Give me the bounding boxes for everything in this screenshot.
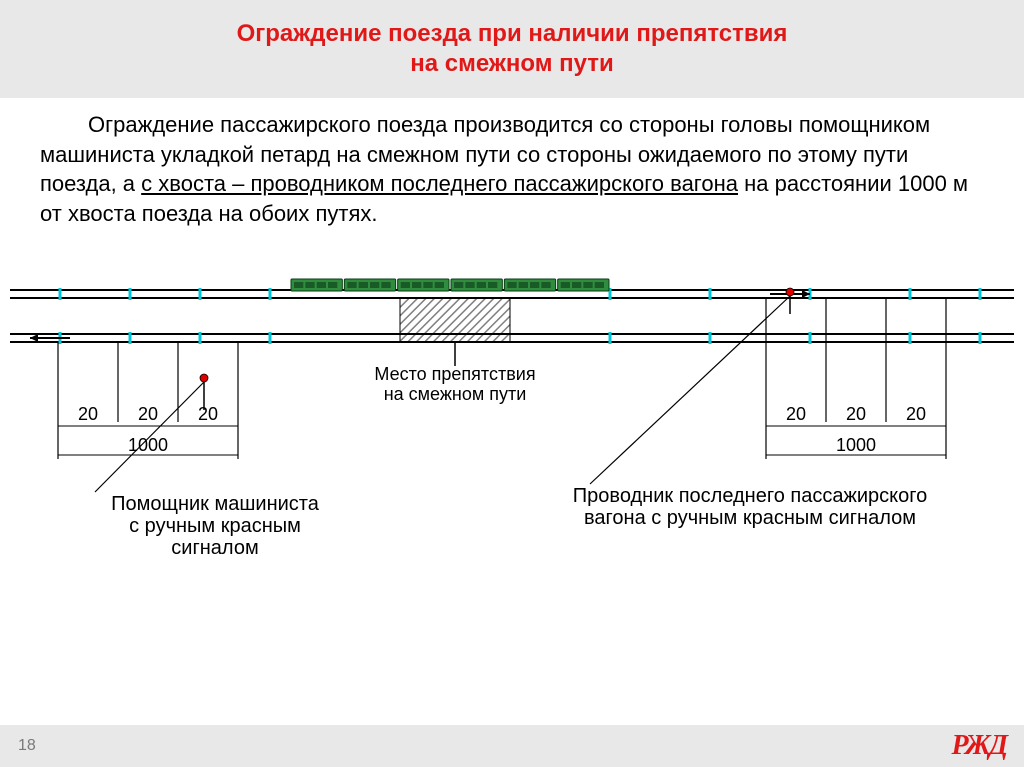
- svg-text:20: 20: [198, 404, 218, 424]
- svg-text:20: 20: [78, 404, 98, 424]
- svg-text:Место препятствия: Место препятствия: [374, 364, 535, 384]
- title-line-1: Ограждение поезда при наличии препятстви…: [237, 20, 788, 47]
- body-paragraph: Ограждение пассажирского поезда производ…: [40, 110, 984, 229]
- svg-text:на смежном пути: на смежном пути: [384, 384, 527, 404]
- svg-text:20: 20: [906, 404, 926, 424]
- title-line-2: на смежном пути: [410, 50, 614, 77]
- svg-text:Помощник машиниста: Помощник машиниста: [111, 493, 320, 515]
- svg-text:20: 20: [786, 404, 806, 424]
- footer: 18 РЖД: [0, 725, 1024, 767]
- page-number: 18: [18, 737, 36, 755]
- slide-title: Ограждение поезда при наличии препятстви…: [237, 19, 788, 79]
- title-band: Ограждение поезда при наличии препятстви…: [0, 0, 1024, 98]
- svg-text:вагона с ручным красным сигна: вагона с ручным красным сигналом: [584, 507, 916, 529]
- svg-text:20: 20: [138, 404, 158, 424]
- svg-text:с ручным красным: с ручным красным: [129, 515, 301, 537]
- svg-text:20: 20: [846, 404, 866, 424]
- body-underlined: с хвоста – проводником последнего пассаж…: [141, 171, 738, 196]
- schematic-diagram: Место препятствияна смежном пути 20 20 20 10…: [10, 272, 1014, 592]
- svg-text:сигналом: сигналом: [171, 537, 258, 559]
- svg-text:Проводник последнего пассажирс: Проводник последнего пассажирского: [573, 485, 927, 507]
- svg-text:1000: 1000: [836, 435, 876, 455]
- rzd-logo: РЖД: [952, 730, 1006, 762]
